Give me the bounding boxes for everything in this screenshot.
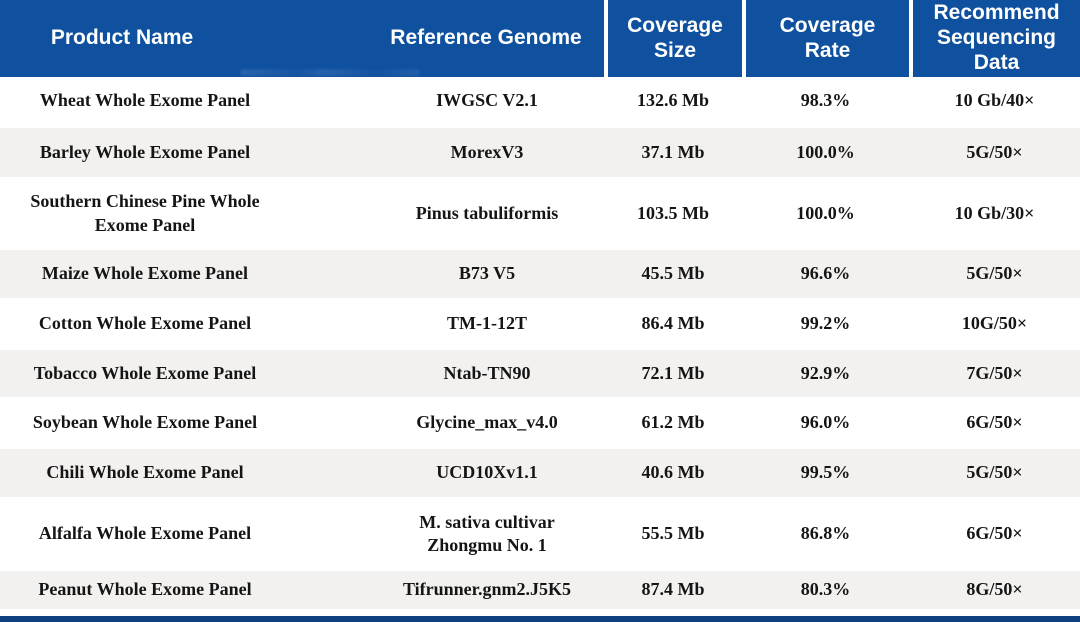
reference-genome-cell: Glycine_max_v4.0 bbox=[416, 412, 558, 433]
coverage-rate-cell: 96.6% bbox=[800, 263, 851, 284]
reference-genome-cell: IWGSC V2.1 bbox=[436, 90, 538, 111]
reference-genome-cell: Pinus tabuliformis bbox=[415, 202, 559, 223]
product-name-cell: Alfalfa Whole Exome Panel bbox=[38, 523, 252, 544]
recommend-data-cell: 5G/50× bbox=[966, 462, 1023, 483]
coverage-size-cell: 103.5 Mb bbox=[637, 202, 709, 223]
product-name-cell: Soybean Whole Exome Panel bbox=[32, 412, 258, 433]
table-row: Cotton Whole Exome Panel TM-1-12T 86.4 Mb 9… bbox=[0, 301, 1080, 350]
column-header-product-name: Product Name bbox=[0, 0, 290, 77]
table-row: Tobacco Whole Exome Panel Ntab-TN90 72.1 M… bbox=[0, 350, 1080, 400]
reference-genome-cell: Ntab-TN90 bbox=[443, 362, 531, 383]
column-header-coverage-rate: Coverage Rate bbox=[742, 0, 909, 77]
coverage-rate-cell: 100.0% bbox=[796, 202, 855, 223]
column-header-label: Product Name bbox=[50, 26, 194, 50]
reference-genome-cell: M. sativa cultivar Zhongmu No. 1 bbox=[419, 511, 555, 555]
table-row: Soybean Whole Exome Panel Glycine_max_v4.… bbox=[0, 400, 1080, 449]
column-header-label: Recommend Sequencing Data bbox=[933, 1, 1060, 74]
product-name-cell: Southern Chinese Pine Whole Exome Panel bbox=[30, 191, 260, 235]
table-row: Wheat Whole Exome Panel IWGSC V2.1 132.6 M… bbox=[0, 77, 1080, 128]
recommend-data-cell: 7G/50× bbox=[966, 362, 1023, 383]
product-name-cell: Tobacco Whole Exome Panel bbox=[33, 362, 257, 383]
product-name-cell: Peanut Whole Exome Panel bbox=[38, 579, 252, 600]
coverage-rate-cell: 80.3% bbox=[800, 579, 851, 600]
coverage-size-cell: 55.5 Mb bbox=[641, 523, 705, 544]
reference-genome-cell: UCD10Xv1.1 bbox=[436, 462, 538, 483]
table-body: Wheat Whole Exome Panel IWGSC V2.1 132.6 M… bbox=[0, 77, 1080, 612]
table-row: Southern Chinese Pine Whole Exome Panel P… bbox=[0, 180, 1080, 250]
recommend-data-cell: 8G/50× bbox=[966, 579, 1023, 600]
product-name-cell: Cotton Whole Exome Panel bbox=[38, 313, 252, 334]
product-name-cell: Barley Whole Exome Panel bbox=[39, 141, 251, 162]
reference-genome-cell: Tifrunner.gnm2.J5K5 bbox=[402, 579, 572, 600]
coverage-size-cell: 72.1 Mb bbox=[641, 362, 705, 383]
reference-genome-cell: B73 V5 bbox=[458, 263, 516, 284]
recommend-data-cell: 10 Gb/30× bbox=[954, 202, 1035, 223]
coverage-rate-cell: 99.2% bbox=[800, 313, 851, 334]
coverage-rate-cell: 100.0% bbox=[796, 141, 855, 162]
column-header-label: Reference Genome bbox=[390, 26, 582, 50]
recommend-data-cell: 6G/50× bbox=[966, 523, 1023, 544]
coverage-size-cell: 45.5 Mb bbox=[641, 263, 705, 284]
product-name-cell: Chili Whole Exome Panel bbox=[46, 462, 244, 483]
table-row: Chili Whole Exome Panel UCD10Xv1.1 40.6 Mb… bbox=[0, 449, 1080, 500]
column-header-label: Coverage Size bbox=[627, 13, 723, 62]
coverage-size-cell: 132.6 Mb bbox=[637, 90, 709, 111]
column-header-recommend-sequencing-data: Recommend Sequencing Data bbox=[909, 0, 1080, 77]
reference-genome-cell: TM-1-12T bbox=[447, 313, 527, 334]
coverage-size-cell: 86.4 Mb bbox=[641, 313, 705, 334]
column-header-reference-genome: Reference Genome bbox=[290, 0, 604, 77]
table-header: Product Name Reference Genome Coverage S… bbox=[0, 0, 1080, 77]
table-row: Maize Whole Exome Panel B73 V5 45.5 Mb 96.6… bbox=[0, 250, 1080, 301]
bottom-accent-bar bbox=[0, 616, 1080, 622]
recommend-data-cell: 5G/50× bbox=[966, 263, 1023, 284]
product-name-cell: Maize Whole Exome Panel bbox=[41, 263, 249, 284]
recommend-data-cell: 10 Gb/40× bbox=[954, 90, 1035, 111]
coverage-size-cell: 40.6 Mb bbox=[641, 462, 705, 483]
table-row: Peanut Whole Exome Panel Tifrunner.gnm2.J… bbox=[0, 571, 1080, 612]
coverage-rate-cell: 96.0% bbox=[800, 412, 851, 433]
coverage-rate-cell: 92.9% bbox=[800, 362, 851, 383]
coverage-rate-cell: 86.8% bbox=[800, 523, 851, 544]
table-row: Alfalfa Whole Exome Panel M. sativa culti… bbox=[0, 500, 1080, 571]
coverage-size-cell: 87.4 Mb bbox=[641, 579, 705, 600]
reference-genome-cell: MorexV3 bbox=[450, 141, 524, 162]
column-header-label: Coverage Rate bbox=[779, 13, 876, 62]
recommend-data-cell: 6G/50× bbox=[966, 412, 1023, 433]
recommend-data-cell: 10G/50× bbox=[961, 313, 1028, 334]
product-name-cell: Wheat Whole Exome Panel bbox=[39, 90, 251, 111]
recommend-data-cell: 5G/50× bbox=[966, 141, 1023, 162]
coverage-rate-cell: 99.5% bbox=[800, 462, 851, 483]
coverage-rate-cell: 98.3% bbox=[800, 90, 851, 111]
table-row: Barley Whole Exome Panel MorexV3 37.1 Mb 10… bbox=[0, 128, 1080, 180]
coverage-size-cell: 37.1 Mb bbox=[641, 141, 705, 162]
column-header-coverage-size: Coverage Size bbox=[604, 0, 742, 77]
coverage-size-cell: 61.2 Mb bbox=[641, 412, 705, 433]
